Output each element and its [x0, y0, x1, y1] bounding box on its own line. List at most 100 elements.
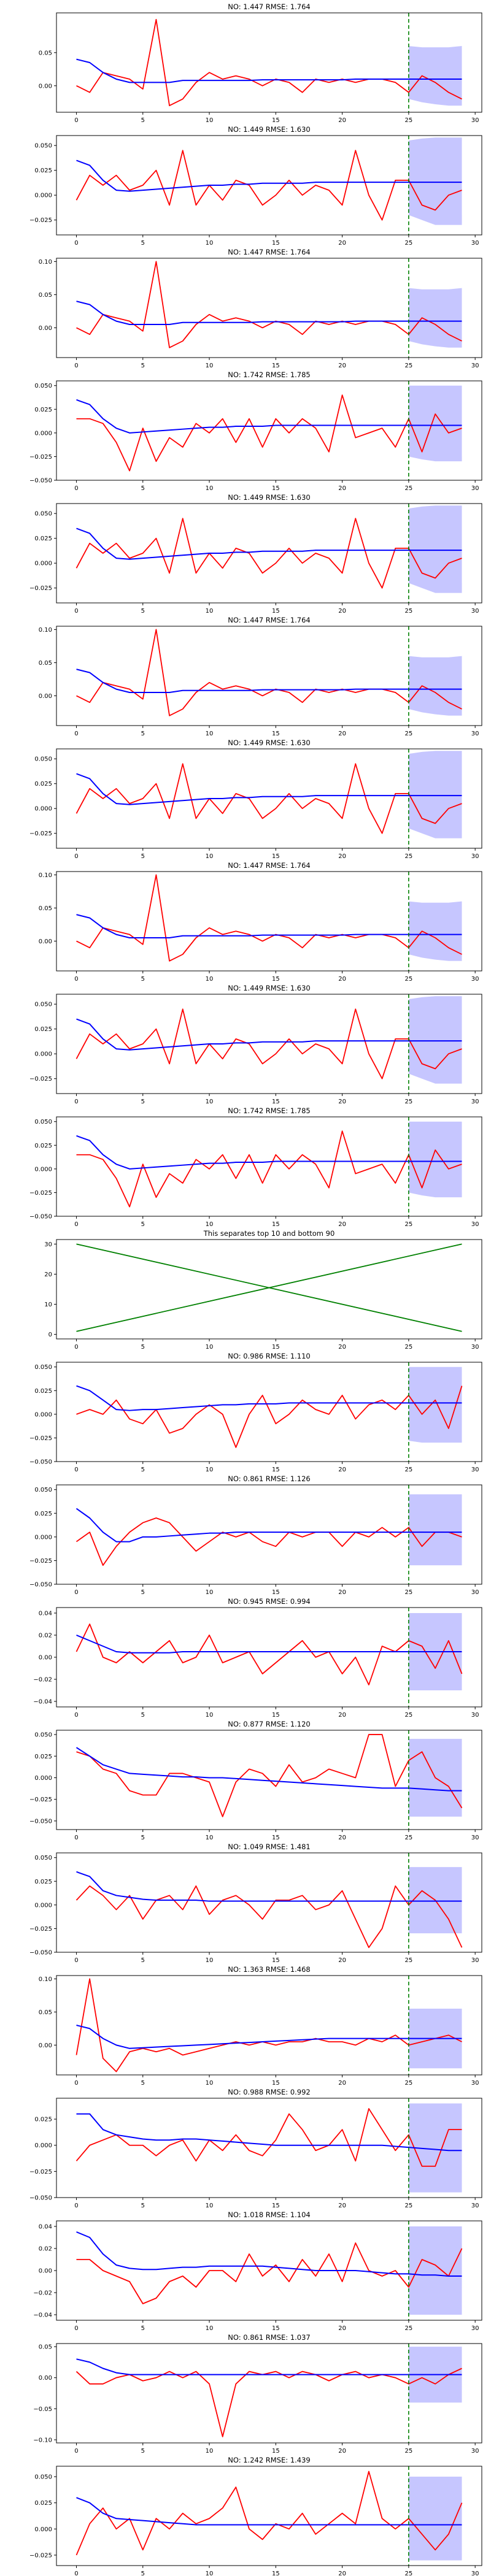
y-tick-label: 0.050: [34, 383, 52, 389]
x-tick-label: 15: [272, 976, 280, 983]
subplot-title: NO: 1.242 RMSE: 1.439: [228, 2456, 311, 2464]
subplot-title: NO: 0.988 RMSE: 0.992: [228, 2088, 311, 2096]
x-tick-label: 5: [141, 1834, 145, 1841]
x-tick-label: 0: [74, 2325, 78, 2332]
forecast-band: [408, 505, 462, 593]
y-tick-label: 0.025: [34, 1388, 52, 1395]
y-tick-label: 30: [44, 1241, 52, 1248]
series-blue: [76, 2358, 462, 2375]
plot-area: [76, 1243, 462, 1332]
forecast-band: [408, 385, 462, 462]
y-tick-label: 0.025: [34, 1026, 52, 1033]
x-tick-label: 5: [141, 976, 145, 983]
y-tick-label: 0.000: [34, 1411, 52, 1418]
x-tick-label: 25: [405, 1221, 413, 1228]
x-tick-label: 5: [141, 485, 145, 492]
subplot-16: NO: 1.049 RMSE: 1.481 0 5 10 15 20 25 30 −0.050 −…: [29, 1842, 482, 1964]
y-tick-label: −0.050: [29, 1582, 52, 1589]
series-red: [76, 18, 462, 107]
x-tick-label: 25: [405, 117, 413, 124]
y-tick-label: −0.025: [29, 1435, 52, 1442]
x-tick-label: 5: [141, 2570, 145, 2576]
forecast-band: [408, 2103, 462, 2193]
y-tick-label: 0.050: [34, 143, 52, 150]
y-tick-label: 0.050: [34, 1487, 52, 1493]
y-tick-label: 0.050: [34, 1002, 52, 1008]
subplot-18: NO: 0.988 RMSE: 0.992 0 5 10 15 20 25 30 −0.050 −…: [29, 2088, 482, 2209]
y-tick-label: 20: [44, 1271, 52, 1278]
x-tick-label: 30: [471, 2080, 479, 2087]
x-tick-label: 5: [141, 2325, 145, 2332]
axes-frame: [56, 135, 482, 236]
series-red: [75, 2108, 462, 2167]
subplot-title: NO: 0.945 RMSE: 0.994: [228, 1597, 311, 1606]
x-tick-label: 15: [272, 362, 280, 369]
subplot-9: NO: 1.449 RMSE: 1.630 0 5 10 15 20 25 30 −0.025 0…: [29, 984, 482, 1105]
subplot-14: NO: 0.945 RMSE: 0.994 0 5 10 15 20 25 30 −0.04 −0…: [33, 1597, 482, 1719]
x-tick-label: 20: [338, 485, 346, 492]
subplot-title: NO: 0.861 RMSE: 1.037: [228, 2333, 311, 2342]
axes-frame: [56, 626, 482, 726]
series-red: [76, 394, 462, 472]
y-tick-label: 0.000: [34, 1534, 52, 1541]
forecast-band: [408, 751, 462, 838]
x-tick-label: 30: [471, 1344, 479, 1351]
y-tick-label: 0.025: [34, 167, 52, 174]
plot-area: [75, 1853, 463, 1952]
x-tick-label: 25: [405, 2202, 413, 2209]
subplot-5: NO: 1.449 RMSE: 1.630 0 5 10 15 20 25 30 −0.025 0…: [29, 493, 482, 615]
axes-frame: [56, 1116, 482, 1217]
axes-frame: [56, 380, 482, 481]
x-tick-label: 5: [141, 1221, 145, 1228]
y-tick-label: 0.000: [34, 1775, 52, 1782]
series-blue: [76, 914, 462, 938]
series-blue: [76, 1385, 462, 1411]
plot-area: [75, 2098, 462, 2198]
x-tick-label: 30: [471, 976, 479, 983]
x-tick-label: 15: [272, 2080, 280, 2087]
x-tick-label: 0: [74, 2570, 78, 2576]
series-red: [76, 874, 462, 962]
x-tick-label: 0: [74, 730, 78, 737]
x-tick-label: 15: [272, 1957, 280, 1964]
x-tick-label: 5: [141, 2080, 145, 2087]
series-red: [75, 1978, 462, 2072]
plot-area: [76, 1362, 463, 1462]
axes-frame: [56, 994, 482, 1094]
subplot-8: NO: 1.447 RMSE: 1.764 0 5 10 15 20 25 30 0.00 0.0…: [39, 861, 482, 983]
x-tick-label: 0: [74, 1957, 78, 1964]
x-tick-label: 30: [471, 2448, 479, 2455]
x-tick-label: 20: [338, 2448, 346, 2455]
y-tick-label: 0.000: [34, 2142, 52, 2149]
series-blue: [76, 2231, 462, 2277]
x-tick-label: 20: [338, 240, 346, 247]
forecast-band: [408, 656, 462, 716]
x-tick-label: 0: [74, 117, 78, 124]
plot-area: [76, 1117, 462, 1216]
y-tick-label: −0.04: [33, 1699, 52, 1706]
y-tick-label: −0.025: [29, 217, 52, 224]
y-tick-label: 0.000: [34, 1902, 52, 1909]
y-tick-label: 0.025: [34, 1754, 52, 1760]
axes-frame: [56, 1362, 482, 1462]
x-tick-label: 10: [206, 608, 214, 615]
subplot-title: NO: 0.861 RMSE: 1.126: [228, 1474, 311, 1483]
x-tick-label: 20: [338, 117, 346, 124]
x-tick-label: 15: [272, 2570, 280, 2576]
y-tick-label: −0.025: [29, 2552, 52, 2559]
y-tick-label: 0.00: [39, 2268, 52, 2275]
y-tick-label: 0.00: [39, 83, 52, 90]
x-tick-label: 20: [338, 730, 346, 737]
y-tick-label: −0.04: [33, 2312, 52, 2319]
x-tick-label: 0: [74, 1589, 78, 1596]
y-tick-label: 0.025: [34, 781, 52, 788]
x-tick-label: 20: [338, 2325, 346, 2332]
y-tick-label: 0.000: [34, 430, 52, 437]
y-tick-label: 0.000: [34, 1051, 52, 1058]
y-tick-label: −0.050: [29, 1818, 52, 1825]
forecast-band: [408, 1367, 462, 1443]
series-red: [76, 1734, 463, 1817]
y-tick-label: 0.025: [34, 1879, 52, 1885]
y-tick-label: −0.025: [29, 454, 52, 461]
x-tick-label: 15: [272, 2448, 280, 2455]
